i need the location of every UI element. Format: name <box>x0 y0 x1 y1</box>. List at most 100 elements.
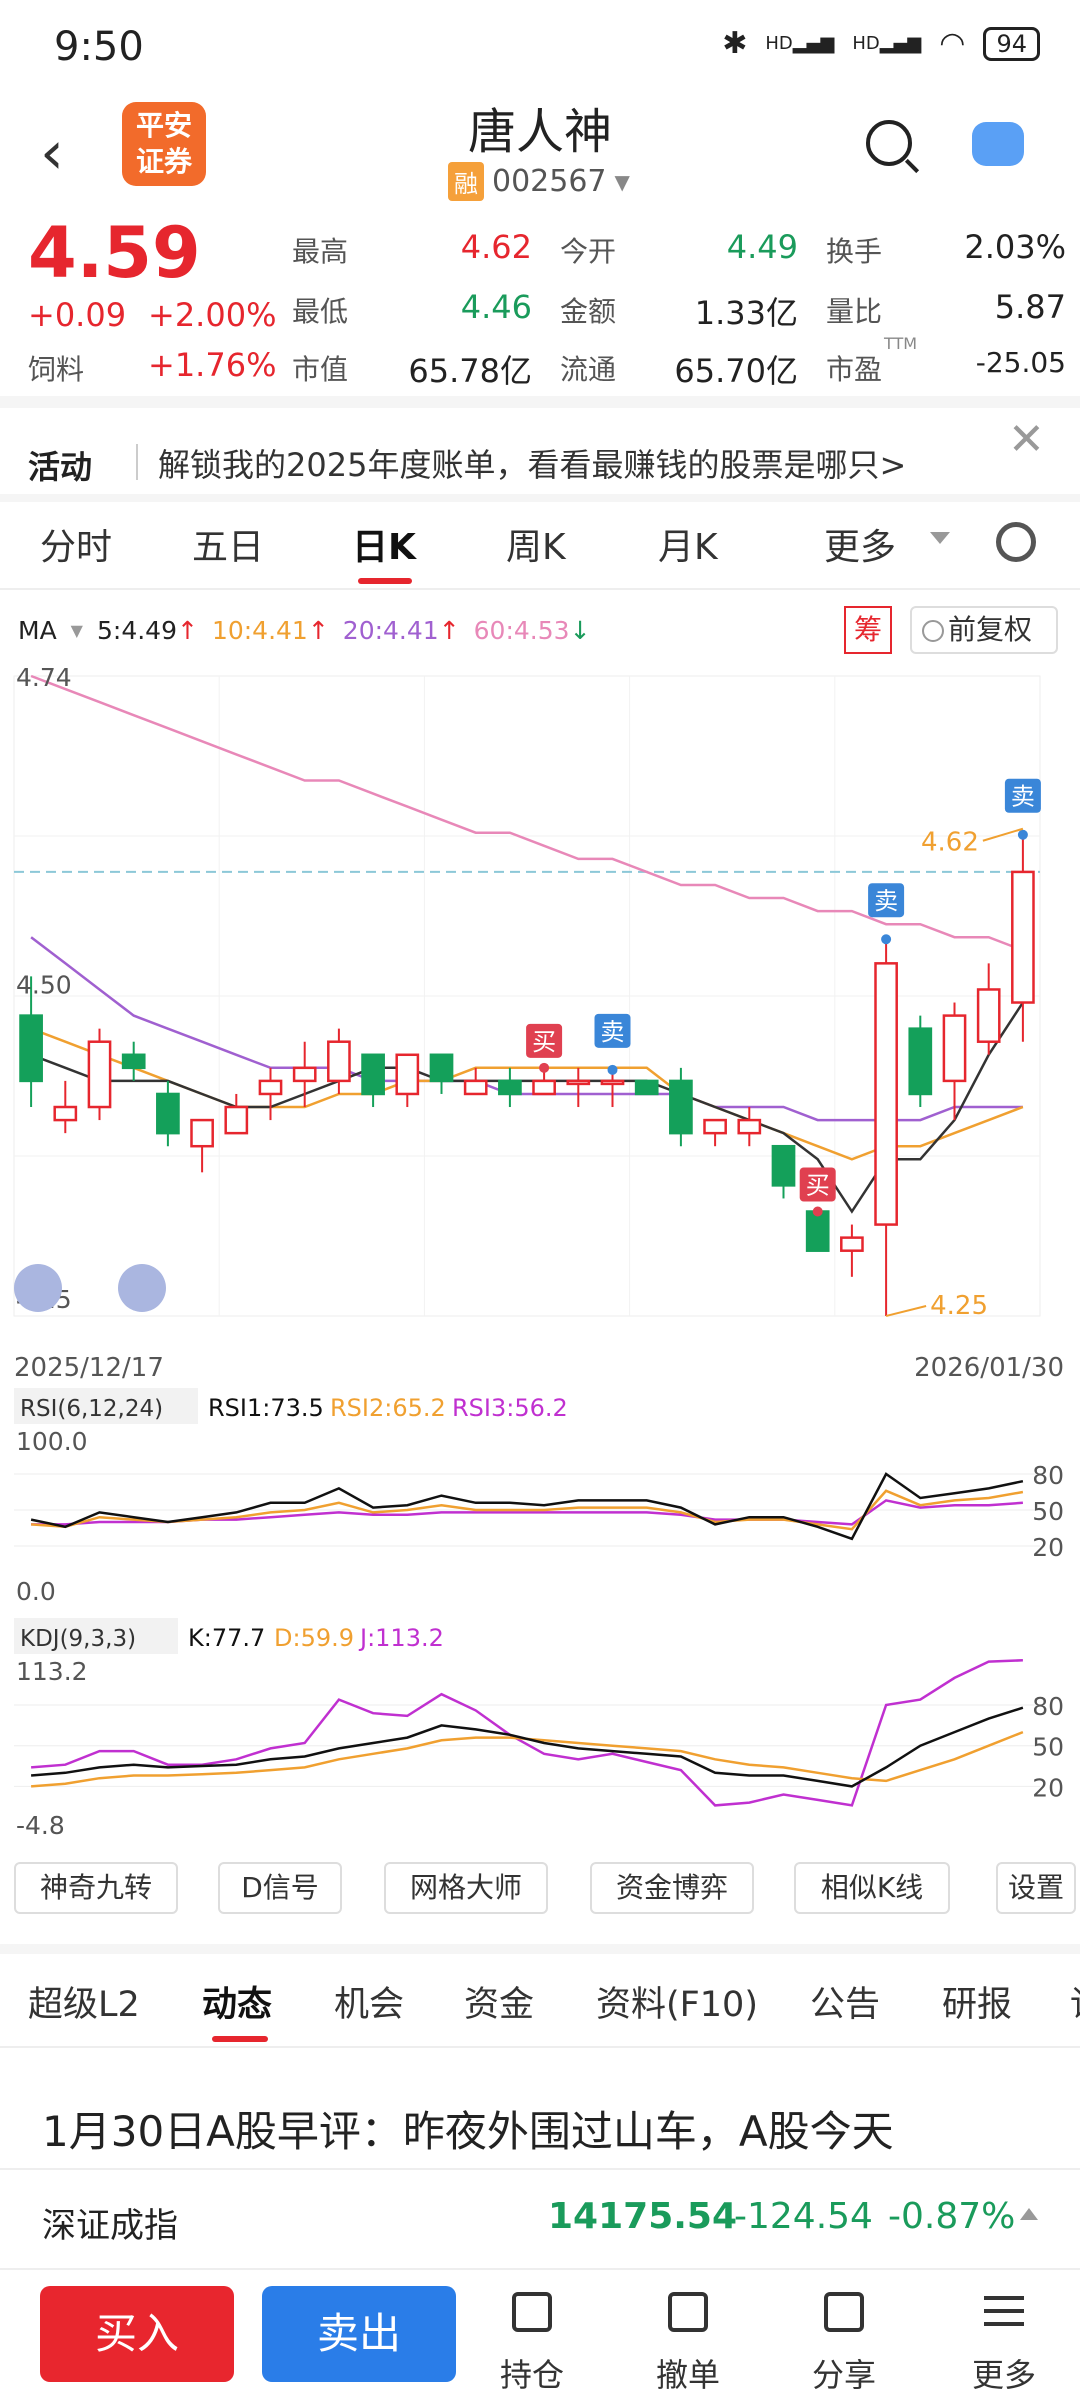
quote-value: 4.49 <box>726 228 798 266</box>
sector-change[interactable]: +1.76% <box>148 346 277 384</box>
buy-button[interactable]: 买入 <box>40 2286 234 2382</box>
signal-label: 卖 <box>1011 783 1035 811</box>
holdings-icon[interactable] <box>512 2292 552 2332</box>
battery-indicator: 94 <box>983 26 1040 61</box>
cancel-order-label[interactable]: 撤单 <box>655 2356 720 2394</box>
kdj-label-box <box>14 1618 178 1654</box>
ma-label[interactable]: MA <box>18 616 57 645</box>
share-icon[interactable] <box>824 2292 864 2332</box>
quote-label: 金额 <box>560 295 617 328</box>
candle-body <box>908 1027 933 1096</box>
divider <box>0 494 1080 502</box>
candle-body <box>532 1079 556 1096</box>
cancel-order-icon[interactable] <box>668 2292 708 2332</box>
quote-label: 换手 <box>826 235 883 268</box>
period-tab[interactable]: 周K <box>506 527 566 568</box>
tool-button[interactable]: 网格大师 <box>384 1862 548 1914</box>
candle-body <box>840 1236 864 1252</box>
tool-button[interactable]: 资金博弈 <box>590 1862 754 1914</box>
news-tab[interactable]: 资金 <box>464 1985 535 2025</box>
low-mark-label: 4.25 <box>930 1291 988 1321</box>
kdj-bottom: -4.8 <box>16 1811 65 1840</box>
signal-dot <box>607 1064 618 1075</box>
d-text: D:59.9 <box>274 1624 354 1652</box>
tool-button[interactable]: 相似K线 <box>794 1862 950 1914</box>
rsi2-line <box>31 1489 1024 1531</box>
more-menu-icon[interactable] <box>984 2296 1024 2326</box>
quote-value: -25.05 <box>975 346 1066 379</box>
period-tab[interactable]: 日K <box>352 527 416 568</box>
news-tab[interactable]: 超级L2 <box>28 1985 140 2025</box>
tool-button[interactable]: 神奇九转 <box>14 1862 178 1914</box>
news-tab[interactable]: 机会 <box>334 1985 405 2025</box>
candle-body <box>156 1092 180 1135</box>
quote-value: 1.33亿 <box>694 294 798 332</box>
divider <box>0 396 1080 408</box>
sell-signal-badge <box>1004 778 1041 813</box>
rsi2-text: RSI2:65.2 <box>330 1394 446 1422</box>
signal-dot <box>881 934 892 945</box>
kdj-level-label: 50 <box>1032 1733 1064 1762</box>
adjust-button[interactable]: 前复权 <box>910 606 1058 654</box>
news-headline[interactable]: 1月30日A股早评：昨夜外围过山车，A股今天 <box>42 2107 894 2156</box>
holdings-label[interactable]: 持仓 <box>499 2356 564 2394</box>
divider <box>0 1944 1080 1954</box>
high-mark-line <box>982 827 1024 842</box>
back-icon[interactable]: ‹ <box>40 118 64 188</box>
quote-value: 5.87 <box>994 288 1066 326</box>
sector-name[interactable]: 饲料 <box>28 353 85 386</box>
buy-signal-badge <box>799 1167 836 1202</box>
price-change-pct: +2.00% <box>148 296 277 334</box>
price-change: +0.09 <box>28 296 127 334</box>
candle-body <box>874 962 898 1226</box>
more-label[interactable]: 更多 <box>971 2356 1036 2394</box>
signal-dot <box>812 1206 823 1217</box>
quote-value: 4.62 <box>460 228 532 266</box>
activity-title: 活动 <box>28 448 93 486</box>
candle-body <box>395 1053 420 1096</box>
chip-distribution-button[interactable]: 筹 <box>844 606 892 654</box>
search-icon[interactable] <box>866 120 912 166</box>
candle-body <box>463 1079 488 1096</box>
tool-button[interactable]: D信号 <box>218 1862 342 1914</box>
index-change-pct: -0.87% <box>888 2196 1016 2237</box>
candle-body <box>976 988 1001 1043</box>
stock-code-line[interactable]: 融 002567 ▼ <box>448 162 630 201</box>
candle-body <box>634 1079 659 1096</box>
news-tab[interactable]: 动态 <box>202 1985 273 2025</box>
sell-button[interactable]: 卖出 <box>262 2286 456 2382</box>
close-icon[interactable]: ✕ <box>1008 414 1045 465</box>
assistant-robot-icon[interactable] <box>972 122 1024 166</box>
activity-banner-text[interactable]: 解锁我的2025年度账单，看看最赚钱的股票是哪只> <box>158 446 907 484</box>
period-tab[interactable]: 更多 <box>824 527 897 568</box>
period-tab[interactable]: 月K <box>658 527 718 568</box>
period-tab[interactable]: 五日 <box>192 527 265 568</box>
expand-up-icon[interactable] <box>1020 2208 1038 2220</box>
candle-body <box>224 1105 249 1135</box>
gear-icon[interactable] <box>996 522 1036 562</box>
news-tab[interactable]: 讨 <box>1070 1976 1080 2027</box>
index-bar[interactable] <box>0 2168 1080 2268</box>
candle-body <box>771 1144 796 1187</box>
news-tab[interactable]: 资料(F10) <box>596 1985 758 2025</box>
ma5-value: 5:4.49↑ <box>96 616 198 645</box>
signal-label: 卖 <box>601 1018 625 1046</box>
news-tab[interactable]: 研报 <box>942 1985 1013 2025</box>
quote-value: 4.46 <box>460 288 532 326</box>
period-tab[interactable]: 分时 <box>40 527 113 568</box>
rsi1-text: RSI1:73.5 <box>208 1394 324 1422</box>
share-label[interactable]: 分享 <box>811 2356 876 2394</box>
quote-label: 市值 <box>292 353 349 386</box>
more-chevron-icon[interactable] <box>930 532 950 544</box>
ma-dropdown-icon[interactable]: ▼ <box>70 621 83 640</box>
more-menu-icon-line <box>984 2309 1024 2313</box>
candle-body <box>429 1053 454 1083</box>
j-text: J:113.2 <box>358 1624 444 1652</box>
ma5-line <box>30 1001 1024 1214</box>
kline-chart[interactable]: 买卖买卖卖4.744.504.254.624.252025/12/172026/… <box>0 660 1080 1850</box>
date-start: 2025/12/17 <box>14 1353 164 1383</box>
candle-body <box>498 1079 522 1096</box>
tool-button[interactable]: 设置 <box>996 1862 1076 1914</box>
news-tab[interactable]: 公告 <box>810 1985 881 2025</box>
candle-body <box>566 1079 591 1086</box>
